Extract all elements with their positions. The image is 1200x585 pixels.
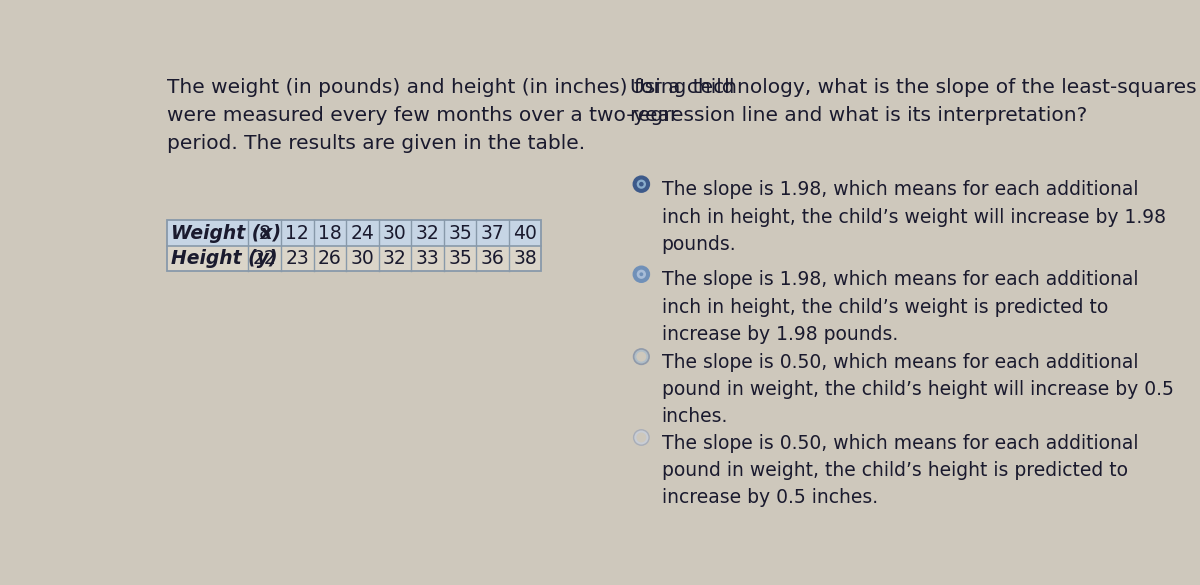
Text: The slope is 1.98, which means for each additional
inch in height, the child’s w: The slope is 1.98, which means for each …	[661, 270, 1138, 344]
Text: 22: 22	[253, 249, 276, 268]
Text: 12: 12	[286, 223, 310, 243]
Text: 23: 23	[286, 249, 310, 268]
Text: The weight (in pounds) and height (in inches) for a child
were measured every fe: The weight (in pounds) and height (in in…	[167, 78, 734, 153]
Text: 38: 38	[514, 249, 536, 268]
Circle shape	[634, 430, 649, 445]
Circle shape	[634, 177, 649, 192]
Text: 32: 32	[383, 249, 407, 268]
Circle shape	[636, 432, 647, 442]
Text: 35: 35	[448, 223, 472, 243]
Text: Using technology, what is the slope of the least-squares
regression line and wha: Using technology, what is the slope of t…	[630, 78, 1198, 125]
Text: The slope is 0.50, which means for each additional
pound in weight, the child’s : The slope is 0.50, which means for each …	[661, 433, 1138, 507]
Text: 35: 35	[448, 249, 472, 268]
Bar	[167, 221, 541, 271]
Text: 36: 36	[481, 249, 504, 268]
Text: Weight (x): Weight (x)	[170, 223, 281, 243]
Text: The slope is 0.50, which means for each additional
pound in weight, the child’s : The slope is 0.50, which means for each …	[661, 353, 1174, 426]
Bar	[167, 246, 541, 271]
Text: 8: 8	[259, 223, 271, 243]
Text: 32: 32	[415, 223, 439, 243]
Text: 33: 33	[415, 249, 439, 268]
Text: The slope is 1.98, which means for each additional
inch in height, the child’s w: The slope is 1.98, which means for each …	[661, 180, 1165, 254]
Text: 30: 30	[350, 249, 374, 268]
Text: Height (y): Height (y)	[170, 249, 277, 268]
Circle shape	[636, 352, 647, 362]
Circle shape	[640, 273, 643, 276]
Circle shape	[637, 270, 646, 279]
Circle shape	[640, 182, 643, 187]
Text: 18: 18	[318, 223, 342, 243]
Text: 26: 26	[318, 249, 342, 268]
Circle shape	[634, 349, 649, 364]
Text: 40: 40	[514, 223, 538, 243]
Text: 24: 24	[350, 223, 374, 243]
Circle shape	[634, 267, 649, 282]
Circle shape	[637, 180, 646, 189]
Text: 37: 37	[481, 223, 504, 243]
Bar	[167, 221, 541, 246]
Text: 30: 30	[383, 223, 407, 243]
